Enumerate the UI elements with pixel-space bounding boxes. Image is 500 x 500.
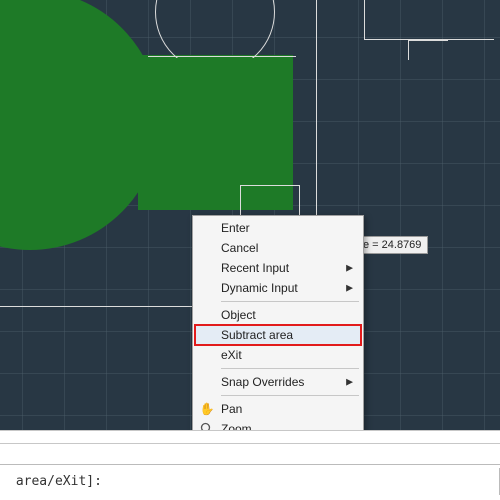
polyline-segment bbox=[408, 40, 448, 41]
menu-label: Enter bbox=[221, 221, 250, 235]
menu-label: Dynamic Input bbox=[221, 281, 298, 295]
menu-item-exit[interactable]: eXit bbox=[195, 345, 361, 365]
menu-item-snap-overrides[interactable]: Snap Overrides ▶ bbox=[195, 372, 361, 392]
menu-item-dynamic-input[interactable]: Dynamic Input ▶ bbox=[195, 278, 361, 298]
command-input[interactable] bbox=[0, 468, 500, 495]
polyline-segment-2 bbox=[408, 40, 409, 60]
menu-item-object[interactable]: Object bbox=[195, 305, 361, 325]
menu-label: Pan bbox=[221, 402, 242, 416]
submenu-arrow-icon: ▶ bbox=[346, 377, 353, 388]
menu-item-pan[interactable]: ✋ Pan bbox=[195, 399, 361, 419]
command-separator bbox=[0, 430, 500, 444]
submenu-arrow-icon: ▶ bbox=[346, 263, 353, 274]
menu-label: eXit bbox=[221, 348, 242, 362]
submenu-arrow-icon: ▶ bbox=[346, 283, 353, 294]
menu-separator bbox=[221, 301, 359, 302]
menu-separator bbox=[221, 395, 359, 396]
pan-icon: ✋ bbox=[199, 401, 215, 417]
menu-item-recent-input[interactable]: Recent Input ▶ bbox=[195, 258, 361, 278]
menu-label: Object bbox=[221, 308, 256, 322]
menu-item-subtract-area[interactable]: Subtract area bbox=[195, 325, 361, 345]
menu-label: Recent Input bbox=[221, 261, 289, 275]
menu-label: Snap Overrides bbox=[221, 375, 304, 389]
command-area bbox=[0, 430, 500, 500]
menu-separator bbox=[221, 368, 359, 369]
cursor-tooltip: e = 24.8769 bbox=[356, 236, 428, 254]
menu-item-cancel[interactable]: Cancel bbox=[195, 238, 361, 258]
menu-item-enter[interactable]: Enter bbox=[195, 218, 361, 238]
menu-label: Cancel bbox=[221, 241, 258, 255]
menu-label: Subtract area bbox=[221, 328, 293, 342]
command-line-row bbox=[0, 464, 500, 498]
polyline-outline bbox=[364, 0, 494, 40]
